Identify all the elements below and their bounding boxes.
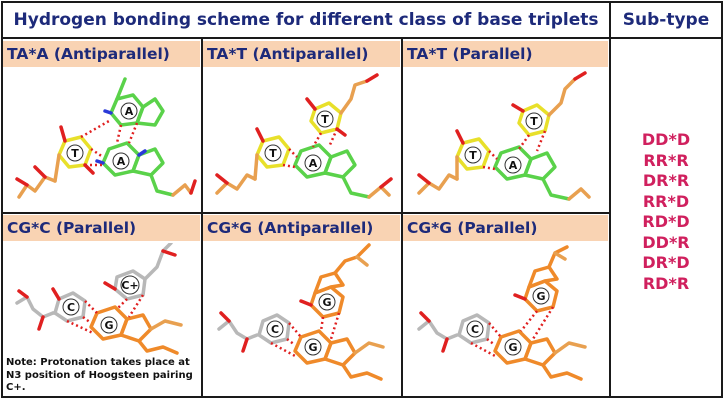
subtype-item: DD*R	[642, 232, 690, 252]
svg-text:T: T	[71, 147, 79, 160]
cell-label-cg-g-parallel: CG*G (Parallel)	[403, 215, 608, 241]
svg-text:G: G	[308, 341, 317, 354]
column-divider-1	[201, 39, 203, 396]
svg-text:A: A	[125, 105, 134, 118]
cell-label-cg-c-parallel: CG*C (Parallel)	[3, 215, 200, 241]
triplet-structure-cg-g-parallel: G C G	[417, 245, 587, 381]
svg-text:A: A	[117, 155, 126, 168]
triplet-structure-cg-g-antiparallel: G C G	[217, 243, 385, 381]
svg-text:C: C	[471, 323, 479, 336]
subtype-column-divider	[609, 3, 611, 396]
svg-text:T: T	[530, 115, 538, 128]
svg-text:G: G	[536, 290, 545, 303]
cell-label-ta-a-antiparallel: TA*A (Antiparallel)	[3, 41, 200, 67]
svg-text:T: T	[269, 147, 277, 160]
subtype-item: RR*D	[642, 191, 690, 211]
subtype-item: RR*R	[643, 150, 689, 170]
svg-text:T: T	[321, 113, 329, 126]
table-title: Hydrogen bonding scheme for different cl…	[13, 10, 599, 30]
svg-text:A: A	[509, 159, 518, 172]
svg-text:C+: C+	[121, 279, 138, 292]
svg-text:G: G	[104, 319, 113, 332]
subtype-item: DR*D	[642, 253, 690, 272]
subtype-list: DD*D RR*R DR*R RR*D RD*D DD*R DR*D RD*R	[611, 130, 721, 294]
header-divider	[3, 37, 721, 39]
svg-text:C: C	[271, 323, 279, 336]
svg-text:C: C	[67, 301, 75, 314]
row-divider	[3, 212, 609, 214]
triplet-structure-ta-a-antiparallel: A T A	[15, 77, 197, 199]
subtype-item: RD*D	[642, 212, 690, 231]
triplet-structure-ta-t-parallel: T T A	[417, 71, 591, 201]
svg-text:G: G	[322, 296, 331, 309]
subtype-item: DD*D	[641, 130, 691, 149]
triplet-structure-ta-t-antiparallel: T T A	[215, 73, 393, 199]
cell-label-ta-t-parallel: TA*T (Parallel)	[403, 41, 608, 67]
svg-text:T: T	[469, 149, 477, 162]
svg-text:A: A	[309, 157, 318, 170]
column-divider-2	[401, 39, 403, 396]
cell-label-cg-g-antiparallel: CG*G (Antiparallel)	[203, 215, 400, 241]
subtype-item: RD*R	[642, 273, 690, 293]
subtype-heading: Sub-type	[622, 10, 710, 30]
svg-text:G: G	[508, 341, 517, 354]
cell-label-ta-t-antiparallel: TA*T (Antiparallel)	[203, 41, 400, 67]
subtype-item: DR*R	[642, 171, 690, 190]
protonation-note: Note: Protonation takes place at N3 posi…	[6, 357, 193, 393]
triplet-structure-cg-c-parallel: C+ C G	[15, 243, 183, 355]
